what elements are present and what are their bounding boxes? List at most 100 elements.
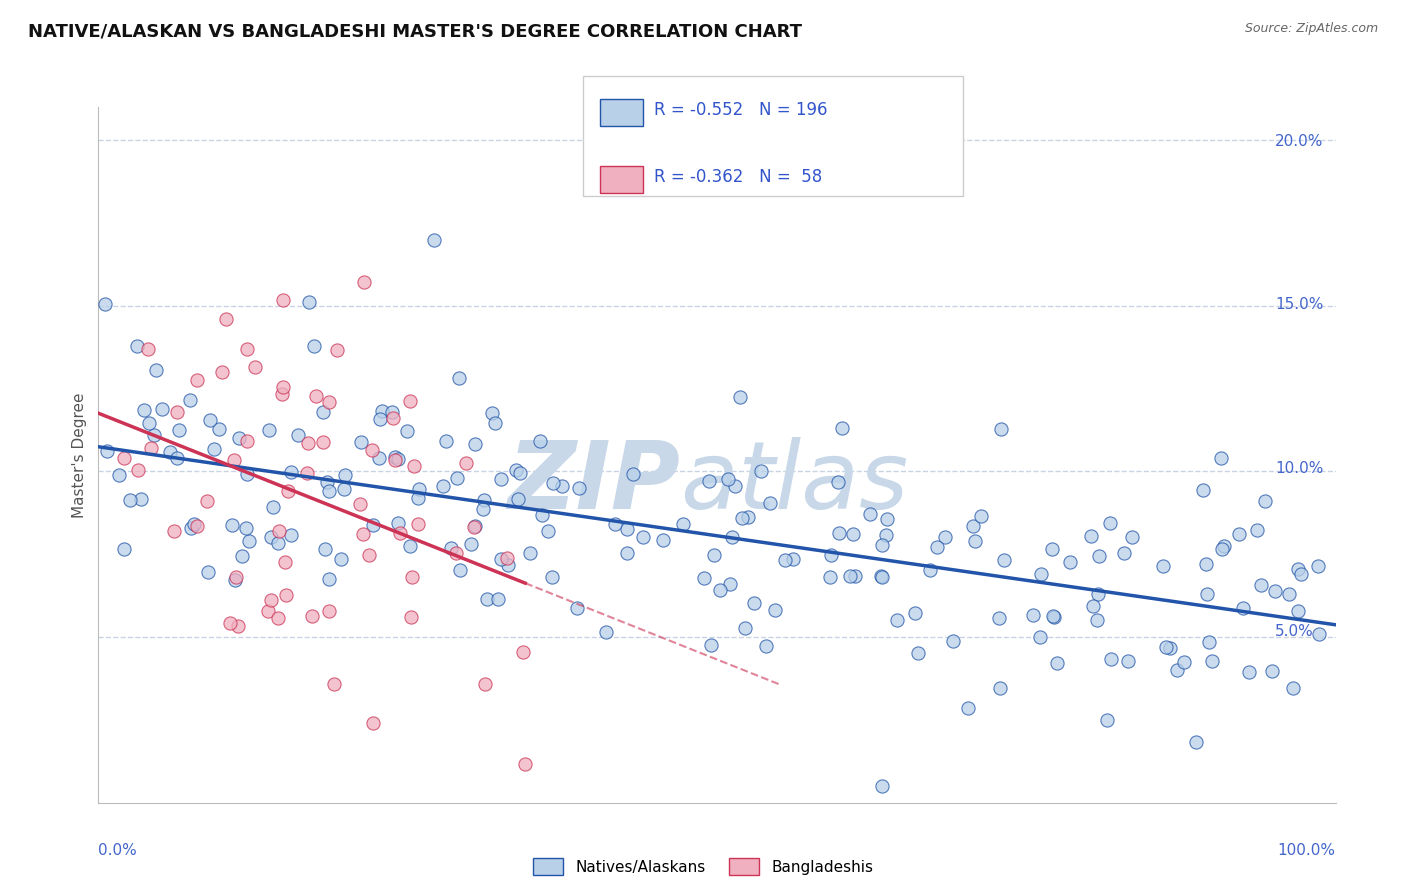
Point — [284, 566, 307, 581]
Point — [959, 417, 981, 432]
Point — [1223, 561, 1246, 575]
Point — [356, 385, 378, 400]
Text: ZIP: ZIP — [515, 432, 688, 524]
Point — [350, 293, 373, 307]
Point — [540, 748, 562, 763]
Point — [1040, 592, 1063, 607]
Point — [886, 639, 908, 653]
Point — [988, 601, 1011, 615]
Point — [266, 438, 288, 452]
Point — [1192, 489, 1215, 503]
Point — [561, 518, 583, 533]
Point — [776, 546, 799, 560]
Point — [429, 447, 451, 461]
Point — [295, 429, 318, 443]
Point — [232, 518, 254, 533]
Point — [706, 542, 728, 557]
Point — [630, 541, 652, 555]
Point — [364, 536, 387, 550]
Point — [1108, 633, 1130, 648]
Point — [1185, 517, 1208, 532]
Point — [406, 707, 429, 722]
Point — [516, 586, 538, 600]
Point — [170, 294, 193, 309]
Text: 0.0%: 0.0% — [98, 843, 138, 858]
Point — [1114, 656, 1136, 670]
Point — [252, 514, 274, 528]
Point — [405, 439, 427, 453]
Point — [492, 532, 515, 546]
Point — [815, 470, 838, 484]
Point — [423, 401, 446, 416]
Point — [198, 336, 221, 351]
Point — [328, 376, 350, 391]
Point — [221, 398, 243, 412]
Point — [375, 340, 398, 354]
Point — [546, 540, 568, 554]
Point — [957, 604, 980, 618]
Point — [395, 492, 418, 507]
Point — [263, 409, 285, 424]
Point — [323, 604, 346, 618]
Point — [831, 563, 853, 577]
Point — [446, 511, 468, 525]
Point — [810, 542, 832, 557]
Point — [748, 459, 770, 474]
Point — [496, 514, 519, 528]
Point — [447, 477, 470, 491]
Point — [586, 594, 609, 608]
Point — [298, 528, 321, 542]
Point — [295, 462, 318, 476]
Point — [519, 467, 541, 481]
Point — [1105, 633, 1128, 648]
Point — [398, 272, 420, 286]
Point — [505, 669, 527, 683]
Point — [1154, 536, 1177, 550]
Point — [1168, 522, 1191, 536]
Point — [910, 524, 932, 539]
Point — [262, 559, 284, 574]
Point — [1142, 628, 1164, 642]
Point — [328, 290, 350, 304]
Point — [1213, 581, 1236, 595]
Point — [271, 418, 294, 433]
Point — [808, 564, 831, 578]
Point — [228, 441, 250, 455]
Point — [903, 534, 925, 549]
Point — [1004, 536, 1026, 550]
Point — [644, 524, 666, 539]
Point — [367, 598, 389, 612]
Point — [274, 362, 297, 376]
Point — [209, 411, 232, 425]
Point — [524, 545, 547, 559]
Point — [295, 339, 318, 353]
Point — [859, 507, 882, 521]
Point — [235, 401, 257, 415]
Point — [752, 632, 775, 647]
Point — [679, 512, 702, 526]
Point — [488, 451, 510, 466]
Point — [446, 486, 468, 500]
Point — [704, 632, 727, 646]
Point — [200, 458, 222, 473]
Point — [827, 563, 849, 577]
Point — [1201, 578, 1223, 592]
Point — [1039, 524, 1062, 538]
Point — [318, 495, 340, 509]
Point — [1005, 603, 1028, 617]
Point — [329, 549, 352, 563]
Point — [721, 571, 744, 585]
Point — [1140, 581, 1163, 595]
Legend: Natives/Alaskans, Bangladeshis: Natives/Alaskans, Bangladeshis — [533, 858, 873, 875]
Point — [402, 542, 425, 557]
Text: NATIVE/ALASKAN VS BANGLADESHI MASTER'S DEGREE CORRELATION CHART: NATIVE/ALASKAN VS BANGLADESHI MASTER'S D… — [28, 22, 801, 40]
Point — [661, 527, 683, 541]
Y-axis label: Master's Degree: Master's Degree — [72, 388, 87, 513]
Point — [855, 564, 877, 578]
Point — [741, 590, 763, 604]
Point — [820, 417, 842, 431]
Point — [564, 564, 586, 578]
Point — [730, 386, 752, 401]
Point — [994, 623, 1017, 637]
Point — [1045, 606, 1067, 620]
